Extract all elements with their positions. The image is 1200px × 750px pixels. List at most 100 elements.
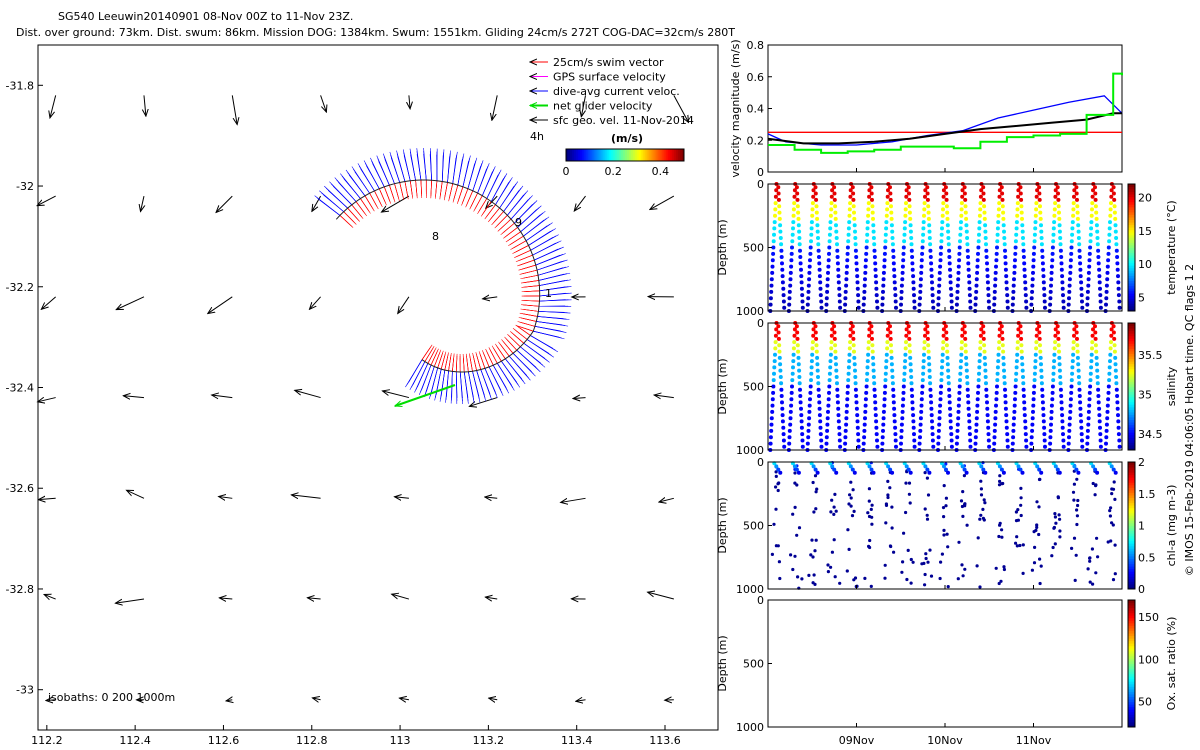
depth-sample-point <box>1056 330 1060 335</box>
depth-colorbar-cell <box>1128 255 1135 259</box>
depth-sample-point <box>949 438 954 443</box>
depth-sample-point <box>1019 486 1023 490</box>
depth-sample-point <box>967 274 971 279</box>
depth-sample-point <box>866 213 871 218</box>
depth-sample-point <box>983 223 988 228</box>
sfc-velocity-arrow <box>469 397 498 407</box>
depth-sample-point <box>856 444 861 449</box>
depth-sample-point <box>900 403 905 408</box>
depth-sample-point <box>806 296 811 301</box>
depth-sample-point <box>903 359 908 364</box>
depth-sample-point <box>797 236 802 240</box>
depth-sample-point <box>850 185 855 190</box>
time-tick-label: 09Nov <box>839 734 875 747</box>
sfc-velocity-arrow <box>492 95 498 120</box>
depth-sample-point <box>927 223 932 228</box>
depth-sample-point <box>881 270 886 275</box>
depth-sample-point <box>1116 425 1121 430</box>
depth-sample-point <box>853 248 858 253</box>
depth-sample-point <box>941 207 945 212</box>
depth-sample-point <box>832 197 837 202</box>
depth-sample-point <box>780 406 785 411</box>
depth-sample-point <box>1088 384 1093 389</box>
depth-sample-point <box>1075 204 1080 209</box>
depth-sample-point <box>900 277 905 282</box>
depth-colorbar-cell <box>1128 581 1135 585</box>
depth-colorbar-cell <box>1128 571 1135 575</box>
depth-sample-point <box>808 251 813 256</box>
swim-vector <box>491 211 504 226</box>
depth-sample-point <box>964 223 969 228</box>
depth-sample-point <box>1033 226 1038 231</box>
swim-vector <box>512 245 529 254</box>
depth-sample-point <box>1033 352 1038 357</box>
map-colorbar-cell <box>638 149 642 161</box>
depth-sample-point <box>1071 490 1076 494</box>
dac-vector <box>447 150 451 183</box>
depth-sample-point <box>1091 481 1095 486</box>
depth-colorbar-cell <box>1128 280 1135 284</box>
depth-sample-point <box>1105 277 1110 282</box>
depth-sample-point <box>798 255 803 259</box>
depth-colorbar-cell <box>1128 497 1135 501</box>
depth-colorbar-cell <box>1128 523 1135 526</box>
depth-sample-point <box>1039 242 1044 247</box>
depth-sample-point <box>995 371 1000 376</box>
depth-sample-point <box>911 425 916 430</box>
depth-sample-point <box>937 277 942 282</box>
depth-sample-point <box>791 220 796 225</box>
depth-colorbar-cell <box>1128 406 1135 410</box>
depth-sample-point <box>940 226 944 231</box>
depth-sample-point <box>815 229 820 234</box>
depth-sample-point <box>938 390 943 395</box>
depth-sample-point <box>983 368 988 373</box>
depth-sample-point <box>925 191 930 196</box>
depth-sample-point <box>817 267 822 272</box>
depth-sample-point <box>902 239 907 244</box>
dac-vector <box>389 151 400 183</box>
dac-vector <box>481 166 496 196</box>
depth-sample-point <box>1034 528 1038 533</box>
depth-colorbar-cell <box>1128 543 1135 547</box>
depth-sample-point <box>834 236 839 240</box>
swim-vector <box>473 195 483 212</box>
map-y-tick-label: -32.6 <box>6 482 34 495</box>
depth-sample-point <box>1014 232 1019 237</box>
depth-sample-point <box>1076 229 1081 234</box>
depth-sample-point <box>816 236 820 240</box>
depth-sample-point <box>1112 210 1117 215</box>
sfc-velocity-arrow <box>212 395 233 398</box>
depth-sample-point <box>1053 201 1058 206</box>
dac-vector <box>409 148 416 181</box>
depth-sample-point <box>979 487 984 491</box>
depth-sample-point <box>817 255 821 259</box>
depth-sample-point <box>945 210 950 215</box>
depth-colorbar-cell <box>1128 189 1135 193</box>
map-colorbar-cell <box>601 149 604 161</box>
depth-sample-point <box>843 296 848 301</box>
depth-sample-point <box>772 359 777 364</box>
depth-y-tick-label: 1000 <box>736 444 764 457</box>
depth-sample-point <box>1095 242 1100 247</box>
depth-sample-point <box>808 390 813 395</box>
depth-sample-point <box>789 251 794 256</box>
depth-colorbar-cell <box>1128 333 1135 337</box>
depth-sample-point <box>809 553 813 557</box>
depth-sample-point <box>947 394 952 398</box>
depth-sample-point <box>948 286 953 291</box>
depth-sample-point <box>792 327 797 332</box>
depth-sample-point <box>1098 444 1103 449</box>
depth-colorbar-cell <box>1128 655 1135 659</box>
depth-sample-point <box>833 355 838 360</box>
depth-sample-point <box>1070 365 1075 370</box>
depth-sample-point <box>937 409 942 414</box>
depth-sample-point <box>941 333 946 338</box>
depth-sample-point <box>997 201 1002 206</box>
depth-sample-point <box>1076 362 1081 367</box>
depth-sample-point <box>1067 416 1072 421</box>
depth-sample-point <box>1002 381 1007 386</box>
depth-sample-point <box>875 305 880 310</box>
depth-sample-point <box>984 242 988 247</box>
depth-sample-point <box>773 213 777 218</box>
depth-sample-point <box>769 422 774 427</box>
